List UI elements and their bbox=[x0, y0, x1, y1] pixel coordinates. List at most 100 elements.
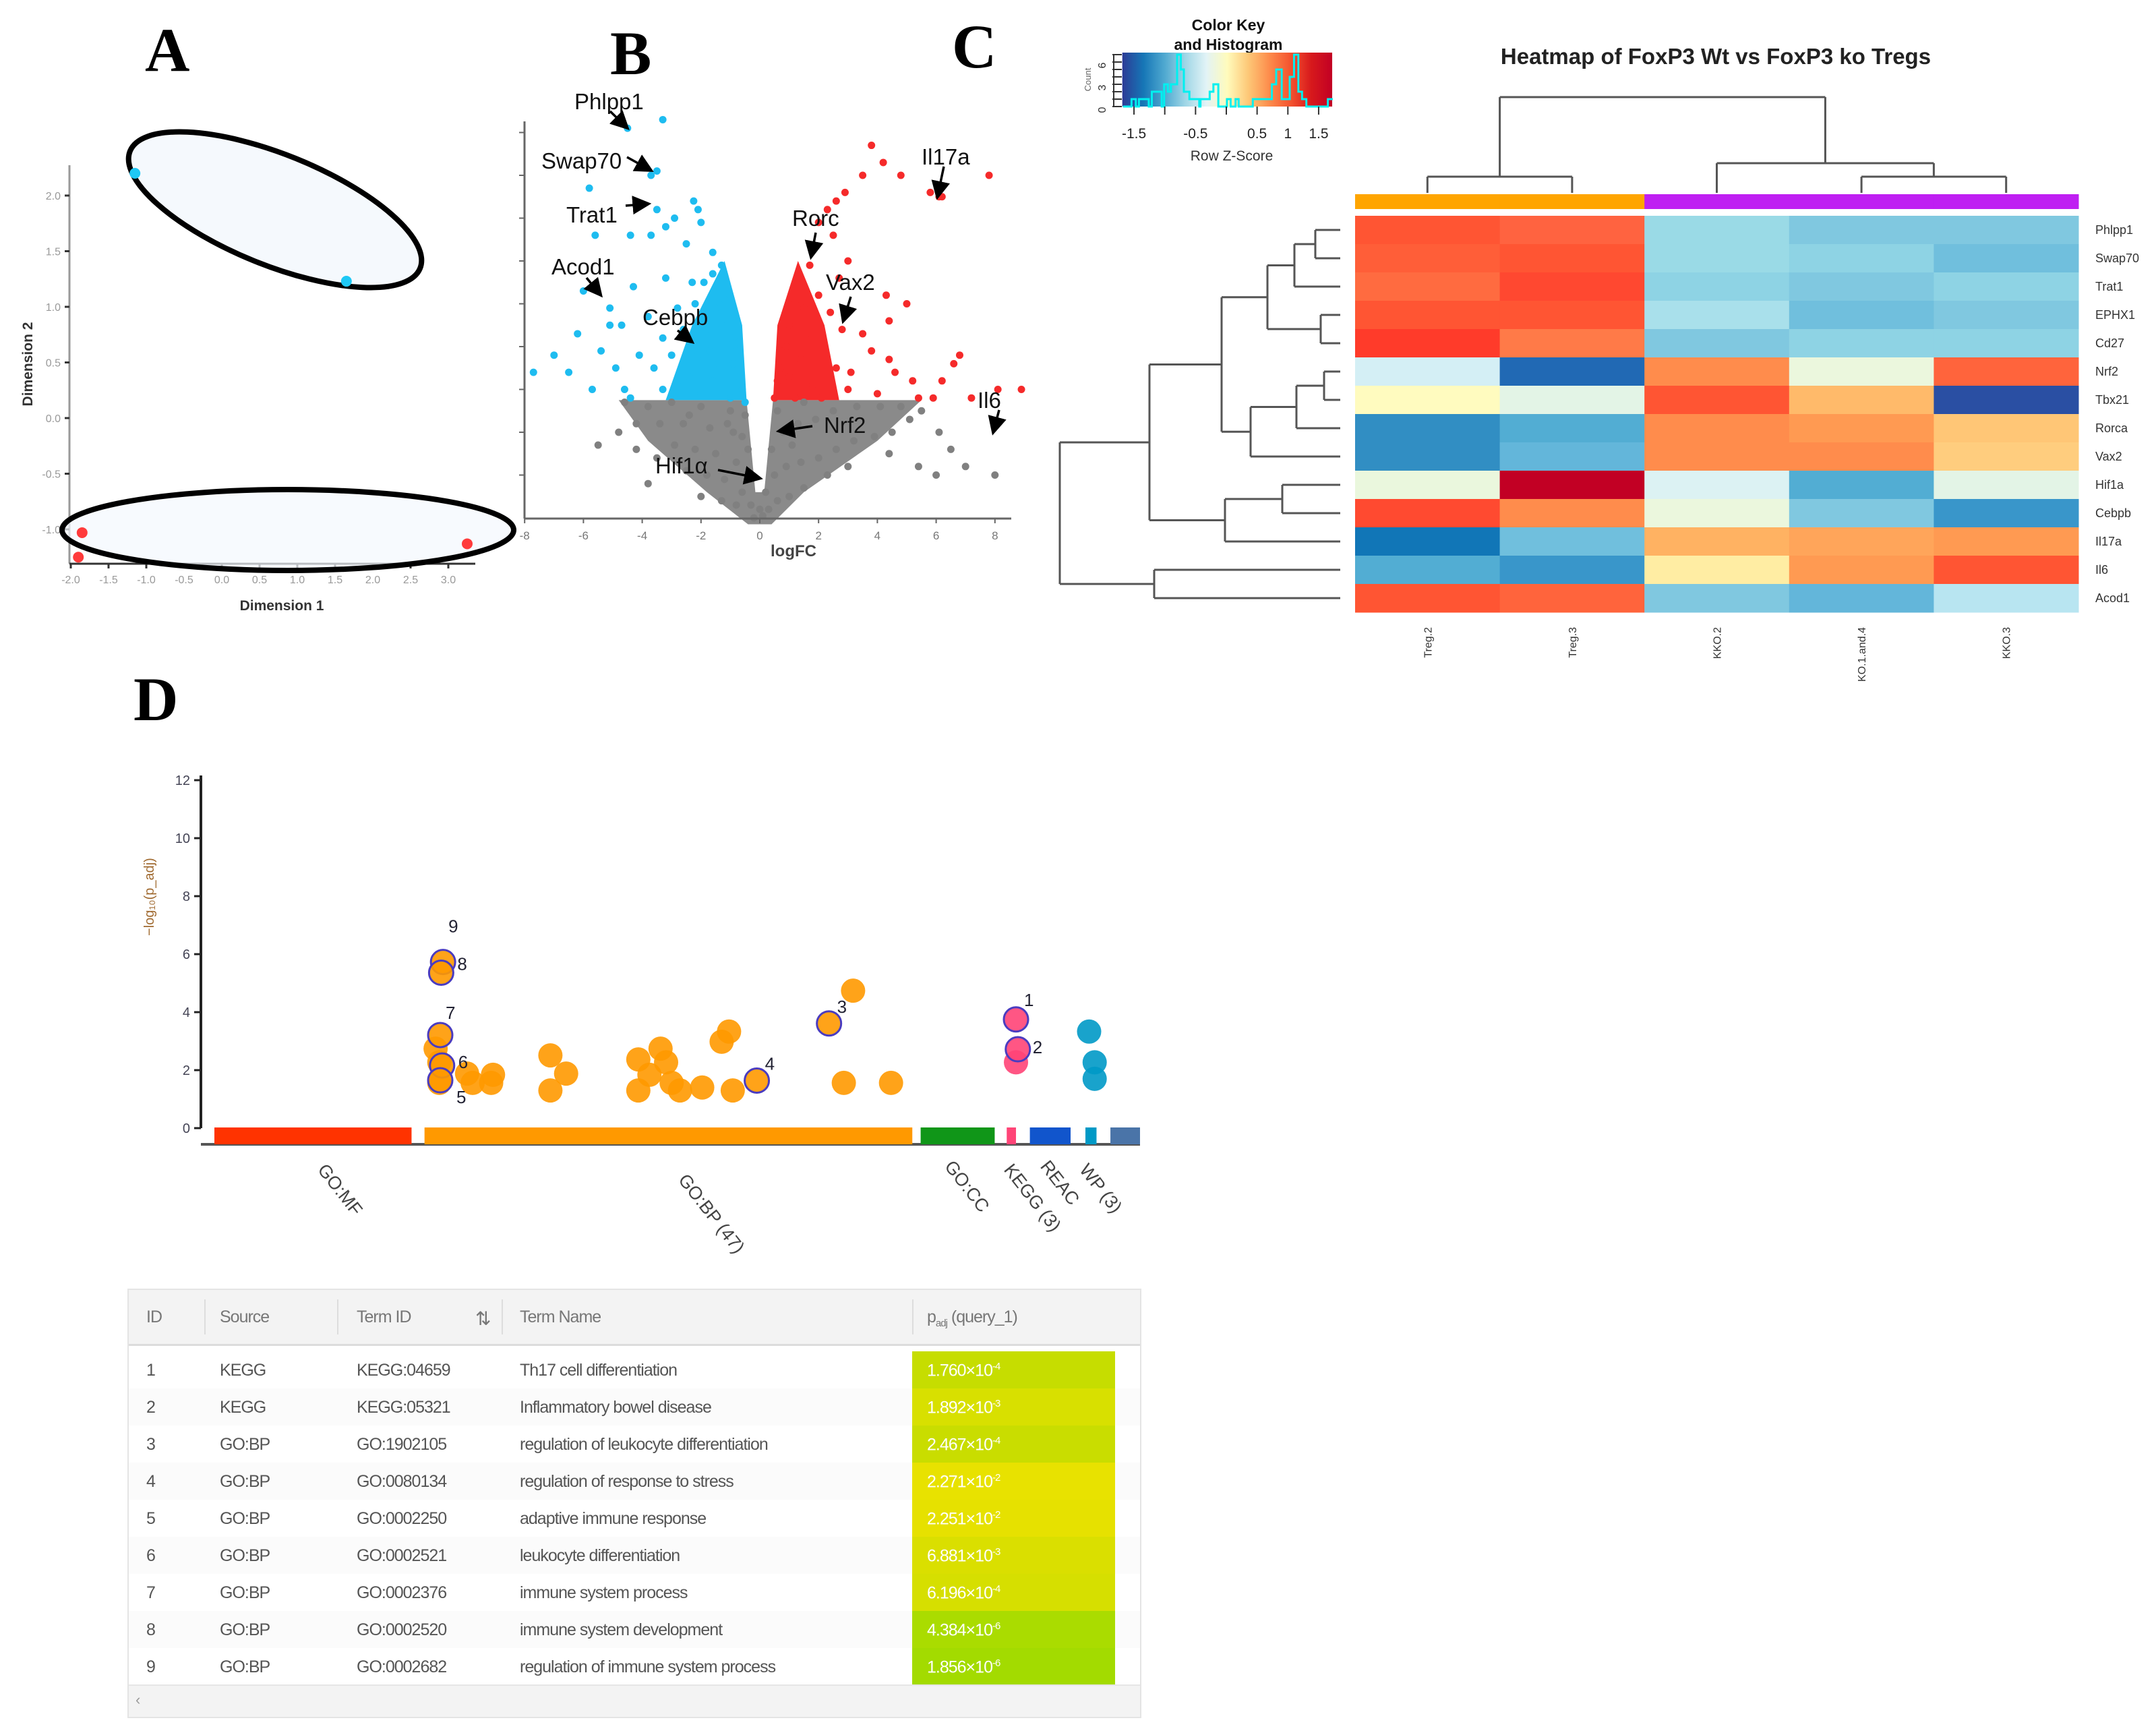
term-point[interactable] bbox=[831, 1070, 856, 1095]
gene-point bbox=[832, 197, 840, 205]
column-divider[interactable] bbox=[502, 1299, 503, 1334]
highlighted-term-point[interactable] bbox=[816, 1010, 843, 1037]
gene-point bbox=[914, 463, 922, 471]
term-point[interactable] bbox=[553, 1061, 578, 1086]
header-term-id[interactable]: Term ID bbox=[357, 1308, 411, 1326]
term-point[interactable] bbox=[481, 1062, 506, 1087]
gene-point bbox=[723, 283, 731, 291]
source-bar[interactable] bbox=[1110, 1127, 1140, 1144]
term-id-label: 1 bbox=[1024, 990, 1034, 1010]
term-point[interactable] bbox=[538, 1043, 563, 1068]
cell-padj: 6.881×10-3 bbox=[912, 1537, 1115, 1574]
gene-point bbox=[814, 454, 822, 462]
gene-point bbox=[659, 334, 667, 342]
header-source[interactable]: Source bbox=[220, 1308, 270, 1326]
gene-arrow bbox=[775, 419, 813, 438]
term-point[interactable] bbox=[538, 1078, 563, 1103]
term-point[interactable] bbox=[878, 1070, 903, 1095]
source-bar[interactable] bbox=[1085, 1127, 1097, 1144]
gene-point bbox=[847, 368, 855, 376]
key-tick-label: 1.5 bbox=[1309, 126, 1328, 142]
heatmap-cell bbox=[1934, 471, 2079, 500]
term-point[interactable] bbox=[717, 1019, 742, 1044]
heatmap-cell bbox=[1789, 442, 1934, 471]
cell-term-id: GO:1902105 bbox=[357, 1435, 447, 1454]
header-padj[interactable]: padj (query_1) bbox=[927, 1308, 1018, 1329]
gene-point bbox=[671, 214, 679, 222]
header-padj-query: (query_1) bbox=[947, 1308, 1018, 1326]
gene-point bbox=[765, 505, 773, 513]
header-id[interactable]: ID bbox=[146, 1308, 162, 1326]
source-bar[interactable] bbox=[1029, 1127, 1071, 1144]
highlighted-term-point[interactable] bbox=[744, 1067, 771, 1094]
heatmap-cell bbox=[1934, 244, 2079, 273]
table-row[interactable]: 9 GO:BP GO:0002682 regulation of immune sys… bbox=[129, 1648, 1140, 1685]
gene-label: Rorc bbox=[792, 206, 839, 231]
term-point[interactable] bbox=[841, 978, 866, 1003]
gene-label: Il17a bbox=[922, 144, 970, 169]
heatmap-cell bbox=[1644, 301, 1790, 330]
row-label: Nrf2 bbox=[2095, 365, 2118, 378]
gene-point bbox=[594, 441, 602, 449]
gene-point bbox=[859, 171, 867, 179]
heatmap-cell bbox=[1789, 216, 1934, 245]
term-id-label: 5 bbox=[456, 1087, 466, 1107]
gene-point bbox=[888, 428, 896, 436]
source-bar[interactable] bbox=[1007, 1127, 1017, 1144]
table-row[interactable]: 1 KEGG KEGG:04659 Th17 cell differentiation… bbox=[129, 1351, 1140, 1388]
scroll-left-icon[interactable]: ‹ bbox=[136, 1691, 140, 1708]
highlighted-term-point[interactable] bbox=[427, 1067, 454, 1094]
gene-arrow bbox=[583, 276, 603, 298]
x-tick-label: 0.5 bbox=[252, 575, 267, 586]
table-row[interactable]: 2 KEGG KEGG:05321 Inflammatory bowel diseas… bbox=[129, 1388, 1140, 1426]
gene-point bbox=[868, 347, 876, 355]
padj-value: 2.251×10-2 bbox=[927, 1509, 1000, 1529]
sort-icon[interactable]: ⇅ bbox=[475, 1308, 491, 1329]
heatmap-cell bbox=[1644, 272, 1790, 301]
horizontal-scrollbar[interactable]: ‹ bbox=[129, 1684, 1140, 1717]
cell-term-name: adaptive immune response bbox=[520, 1509, 707, 1528]
column-divider[interactable] bbox=[912, 1299, 914, 1334]
gene-point bbox=[876, 403, 885, 411]
term-point[interactable] bbox=[1082, 1066, 1107, 1091]
row-label: Il17a bbox=[2095, 535, 2122, 548]
source-bar[interactable] bbox=[424, 1127, 913, 1144]
gene-point bbox=[814, 218, 822, 227]
term-point[interactable] bbox=[667, 1078, 692, 1103]
gene-point bbox=[850, 437, 858, 445]
highlighted-term-point[interactable] bbox=[1005, 1036, 1031, 1063]
highlighted-term-point[interactable] bbox=[1002, 1006, 1029, 1033]
term-point[interactable] bbox=[637, 1062, 662, 1087]
column-group-bar bbox=[1644, 194, 1790, 209]
gene-point bbox=[667, 399, 676, 407]
gene-point bbox=[661, 223, 669, 231]
term-point[interactable] bbox=[720, 1078, 745, 1103]
gene-point bbox=[777, 364, 785, 372]
table-row[interactable]: 3 GO:BP GO:1902105 regulation of leukocyte … bbox=[129, 1426, 1140, 1463]
table-row[interactable]: 5 GO:BP GO:0002250 adaptive immune response… bbox=[129, 1500, 1140, 1537]
highlighted-term-point[interactable] bbox=[427, 960, 454, 987]
source-bar[interactable] bbox=[920, 1127, 995, 1144]
x-tick-label: 0.0 bbox=[214, 575, 229, 586]
heatmap-cell bbox=[1644, 471, 1790, 500]
column-divider[interactable] bbox=[204, 1299, 206, 1334]
gene-point bbox=[706, 424, 714, 432]
term-point[interactable] bbox=[454, 1061, 479, 1086]
table-row[interactable]: 6 GO:BP GO:0002521 leukocyte differentiatio… bbox=[129, 1537, 1140, 1574]
gene-point bbox=[656, 419, 664, 428]
table-row[interactable]: 8 GO:BP GO:0002520 immune system developmen… bbox=[129, 1611, 1140, 1648]
cell-term-name: Th17 cell differentiation bbox=[520, 1361, 678, 1380]
header-term-name[interactable]: Term Name bbox=[520, 1308, 601, 1326]
gene-arrow bbox=[609, 110, 630, 131]
table-row[interactable]: 4 GO:BP GO:0080134 regulation of response t… bbox=[129, 1463, 1140, 1500]
highlighted-term-point[interactable] bbox=[427, 1022, 454, 1049]
source-bar[interactable] bbox=[214, 1127, 412, 1144]
table-row[interactable]: 7 GO:BP GO:0002376 immune system process 6.1… bbox=[129, 1574, 1140, 1611]
gene-point bbox=[918, 407, 926, 415]
term-id-label: 3 bbox=[837, 997, 847, 1017]
term-point[interactable] bbox=[654, 1050, 679, 1075]
term-point[interactable] bbox=[690, 1075, 715, 1100]
heatmap-cell bbox=[1355, 216, 1501, 245]
term-point[interactable] bbox=[1077, 1019, 1102, 1044]
column-divider[interactable] bbox=[337, 1299, 338, 1334]
